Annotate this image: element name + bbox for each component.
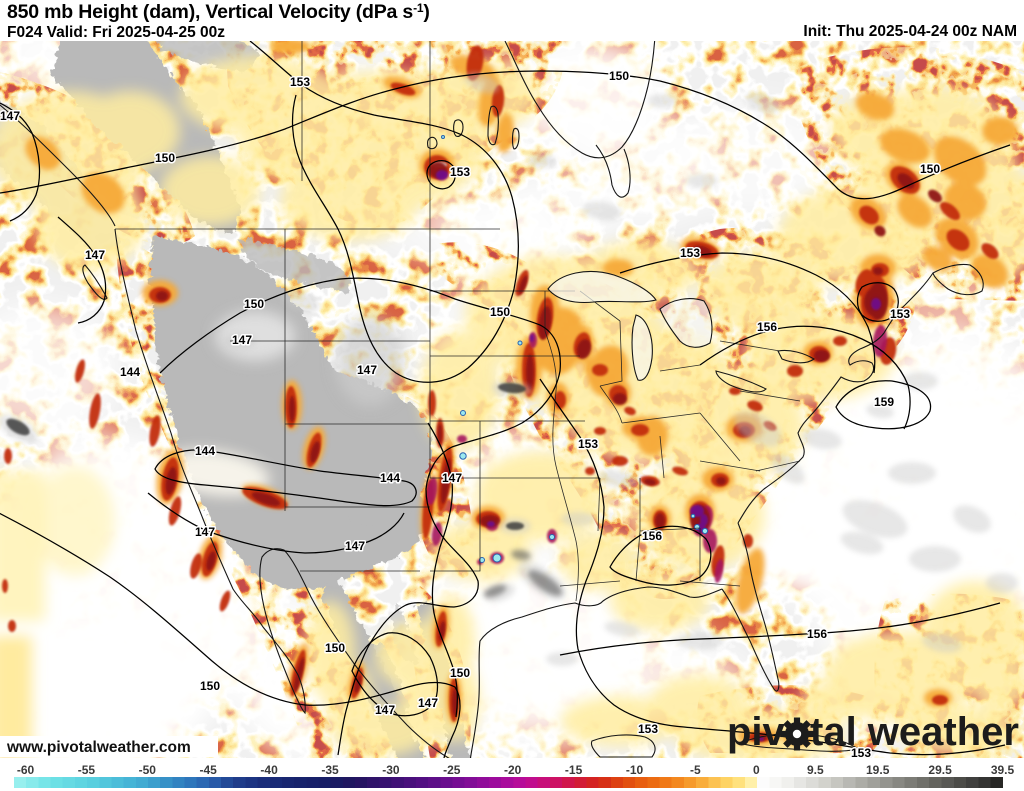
svg-text:144: 144 <box>380 471 400 485</box>
svg-text:147: 147 <box>357 363 377 377</box>
svg-text:150: 150 <box>244 297 264 311</box>
svg-text:150: 150 <box>200 679 220 693</box>
svg-text:147: 147 <box>0 109 20 123</box>
svg-text:147: 147 <box>345 539 365 553</box>
svg-text:150: 150 <box>450 666 470 680</box>
svg-text:153: 153 <box>578 437 598 451</box>
svg-text:153: 153 <box>851 746 871 758</box>
svg-text:147: 147 <box>375 703 395 717</box>
svg-text:153: 153 <box>450 165 470 179</box>
svg-text:153: 153 <box>890 307 910 321</box>
svg-text:150: 150 <box>920 162 940 176</box>
svg-text:153: 153 <box>290 75 310 89</box>
svg-text:159: 159 <box>874 395 894 409</box>
svg-text:147: 147 <box>442 471 462 485</box>
svg-text:150: 150 <box>490 305 510 319</box>
svg-text:piv: piv <box>727 710 786 754</box>
svg-text:144: 144 <box>120 365 140 379</box>
svg-text:156: 156 <box>642 529 662 543</box>
svg-text:147: 147 <box>232 333 252 347</box>
svg-text:147: 147 <box>85 248 105 262</box>
svg-text:150: 150 <box>155 151 175 165</box>
svg-text:156: 156 <box>757 320 777 334</box>
svg-text:147: 147 <box>195 525 215 539</box>
svg-text:150: 150 <box>325 641 345 655</box>
svg-text:tal weather: tal weather <box>810 710 1019 754</box>
svg-text:153: 153 <box>680 246 700 260</box>
svg-text:144: 144 <box>195 444 215 458</box>
svg-text:153: 153 <box>638 722 658 736</box>
svg-text:150: 150 <box>609 69 629 83</box>
svg-text:147: 147 <box>418 696 438 710</box>
svg-text:156: 156 <box>807 627 827 641</box>
svg-text:www.pivotalweather.com: www.pivotalweather.com <box>6 739 191 756</box>
